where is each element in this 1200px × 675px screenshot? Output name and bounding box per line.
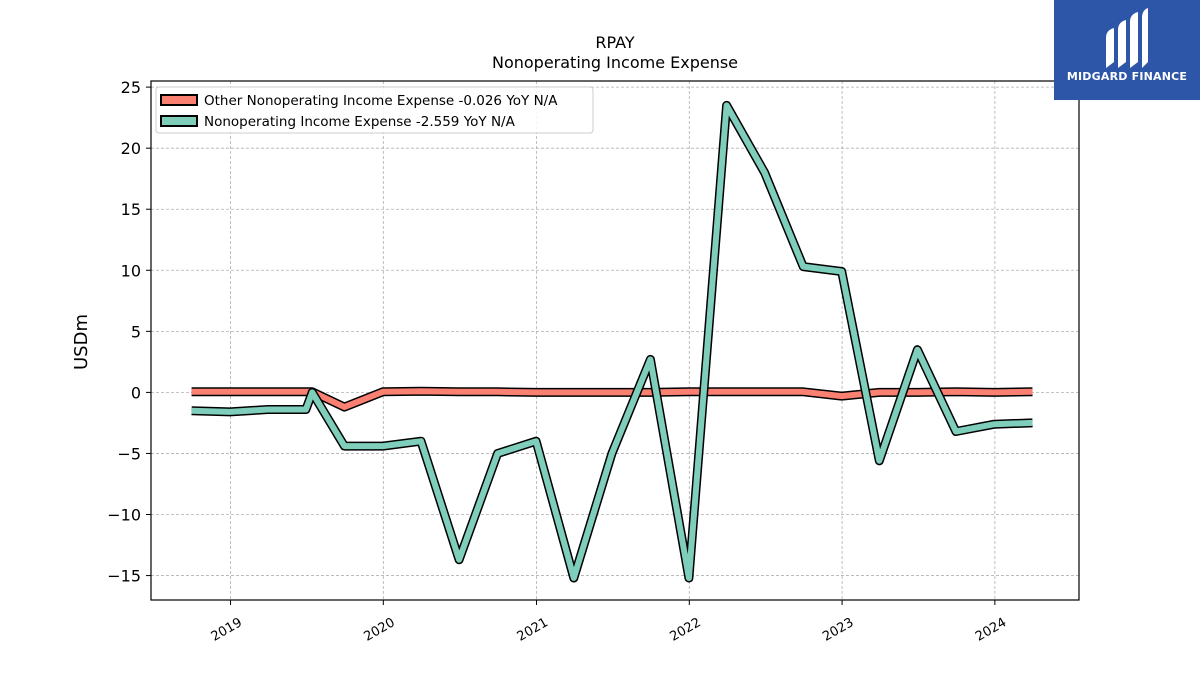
ticks: 25 20 15 10 5 0 −5 −10 −15 2019 2020 2021 2022 2023 20… [107,78,1009,645]
y-tick-label: −10 [107,506,141,525]
series-line-2 [191,102,1033,581]
legend-label-2: Nonoperating Income Expense -2.559 YoY N… [204,114,516,130]
series-outline-2 [191,100,1033,583]
series-layer [191,100,1033,583]
x-tick-label: 2024 [973,615,1009,645]
y-tick-label: 20 [121,139,141,158]
legend-swatch-2 [160,115,198,127]
midgard-logo-icon [1106,8,1148,68]
legend-label-1: Other Nonoperating Income Expense -0.026… [204,93,558,109]
chart-title: RPAY [595,33,634,52]
grid [151,81,1079,600]
axes-frame [150,80,1080,601]
y-axis-label: USDm [71,314,92,370]
legend-swatch-1 [160,94,198,106]
y-tick-label: −5 [117,444,141,463]
brand-logo: MIDGARD FINANCE [1054,0,1200,100]
x-tick-label: 2023 [820,615,856,645]
x-tick-label: 2019 [209,615,245,645]
x-tick-label: 2020 [361,615,397,645]
brand-name: MIDGARD FINANCE [1066,70,1188,83]
legend-box [155,86,594,134]
y-tick-label: 15 [121,200,141,219]
x-tick-label: 2021 [515,615,551,645]
chart-subtitle: Nonoperating Income Expense [492,53,738,72]
y-tick-label: −15 [107,567,141,586]
y-tick-label: 5 [131,322,141,341]
y-tick-label: 0 [131,383,141,402]
x-tick-label: 2022 [667,615,703,645]
y-tick-label: 25 [121,78,141,97]
y-tick-label: 10 [121,261,141,280]
legend: Other Nonoperating Income Expense -0.026… [155,86,594,134]
